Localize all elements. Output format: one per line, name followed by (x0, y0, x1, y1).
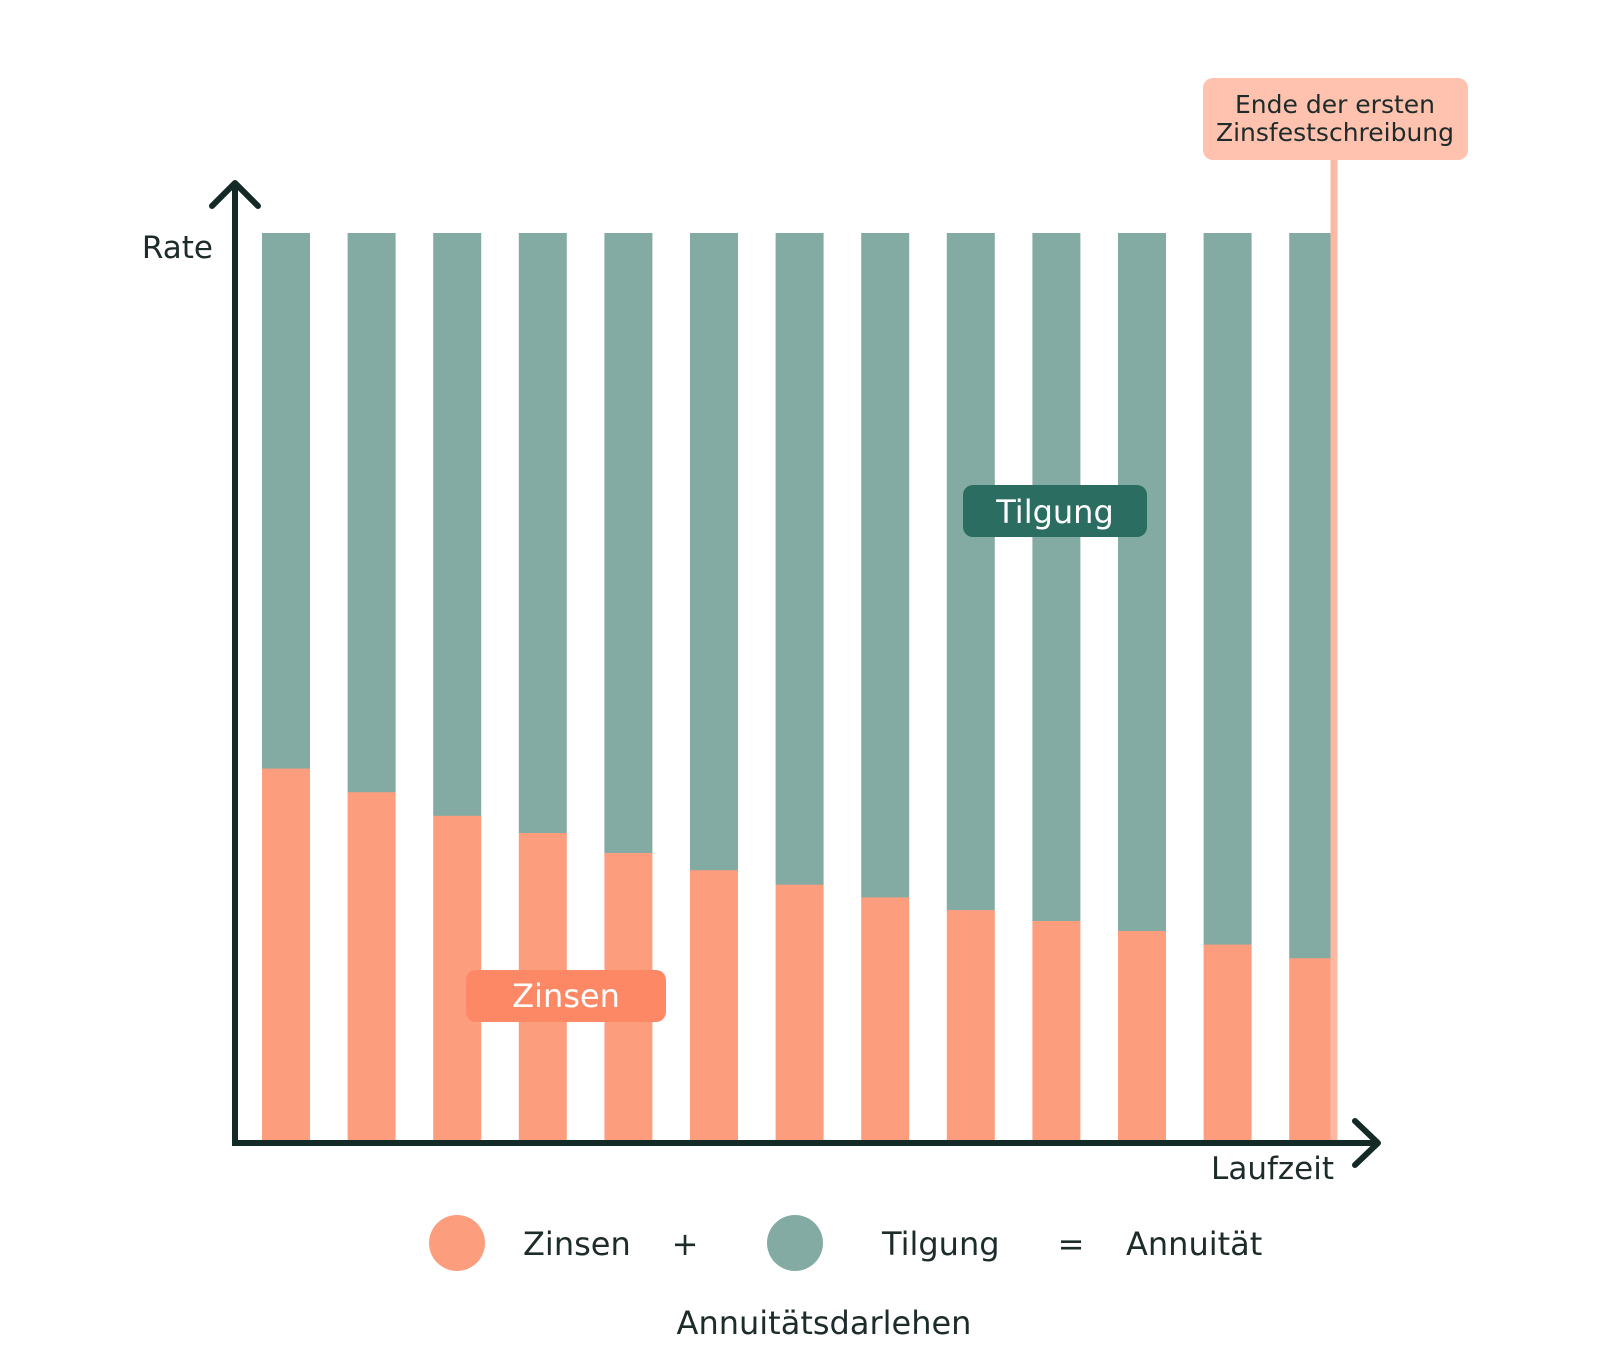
bar-zinsen-9 (946, 909, 995, 1141)
bar-tilgung-5 (604, 233, 653, 853)
callout-line-1: Ende der ersten (1235, 90, 1435, 119)
y-axis-arrow-icon (209, 180, 261, 209)
bar-zinsen-12 (1203, 944, 1252, 1141)
bar-zinsen-8 (861, 896, 910, 1141)
legend-label-tilgung: Tilgung (881, 1225, 1000, 1263)
bar-tilgung-11 (1118, 233, 1166, 931)
bar-tilgung-3 (433, 233, 482, 816)
bar-tilgung-7 (775, 233, 824, 885)
bar-tilgung-9 (946, 233, 995, 911)
tilgung-tag-label: Tilgung (995, 493, 1114, 531)
bar-zinsen-1 (262, 768, 310, 1141)
bar-zinsen-13 (1289, 957, 1338, 1141)
legend: Zinsen + Tilgung = Annuität (429, 1215, 1262, 1271)
x-axis-label: Laufzeit (1211, 1151, 1334, 1187)
zinsfestschreibung-callout: Ende der ersten Zinsfestschreibung (1203, 78, 1468, 160)
chart-title: Annuitätsdarlehen (677, 1304, 972, 1342)
bar-tilgung-8 (861, 233, 910, 898)
bar-zinsen-7 (775, 884, 824, 1141)
bar-zinsen-6 (690, 869, 738, 1141)
bar-zinsen-10 (1032, 920, 1081, 1141)
bar-tilgung-4 (518, 233, 567, 833)
bar-zinsen-2 (347, 791, 396, 1141)
x-axis-arrow-icon (1352, 1118, 1381, 1168)
zinsen-tag: Zinsen (466, 970, 666, 1022)
bar-tilgung-10 (1032, 233, 1081, 921)
bar-tilgung-1 (262, 233, 310, 769)
bar-tilgung-12 (1203, 233, 1252, 945)
legend-label-annuitaet: Annuität (1126, 1225, 1262, 1263)
y-axis-label: Rate (142, 230, 213, 266)
bar-tilgung-2 (347, 233, 396, 793)
bar-tilgung-6 (690, 233, 738, 871)
bar-zinsen-11 (1118, 930, 1166, 1141)
legend-equals-operator: = (1058, 1225, 1085, 1263)
tilgung-tag: Tilgung (963, 485, 1147, 537)
legend-plus-operator: + (672, 1225, 699, 1263)
bar-group (262, 233, 1338, 1141)
legend-label-zinsen: Zinsen (523, 1225, 631, 1263)
bar-tilgung-13 (1289, 233, 1338, 959)
zinsen-tag-label: Zinsen (512, 977, 620, 1015)
legend-swatch-zinsen (429, 1215, 485, 1271)
callout-line-2: Zinsfestschreibung (1216, 118, 1454, 147)
legend-swatch-tilgung (767, 1215, 823, 1271)
